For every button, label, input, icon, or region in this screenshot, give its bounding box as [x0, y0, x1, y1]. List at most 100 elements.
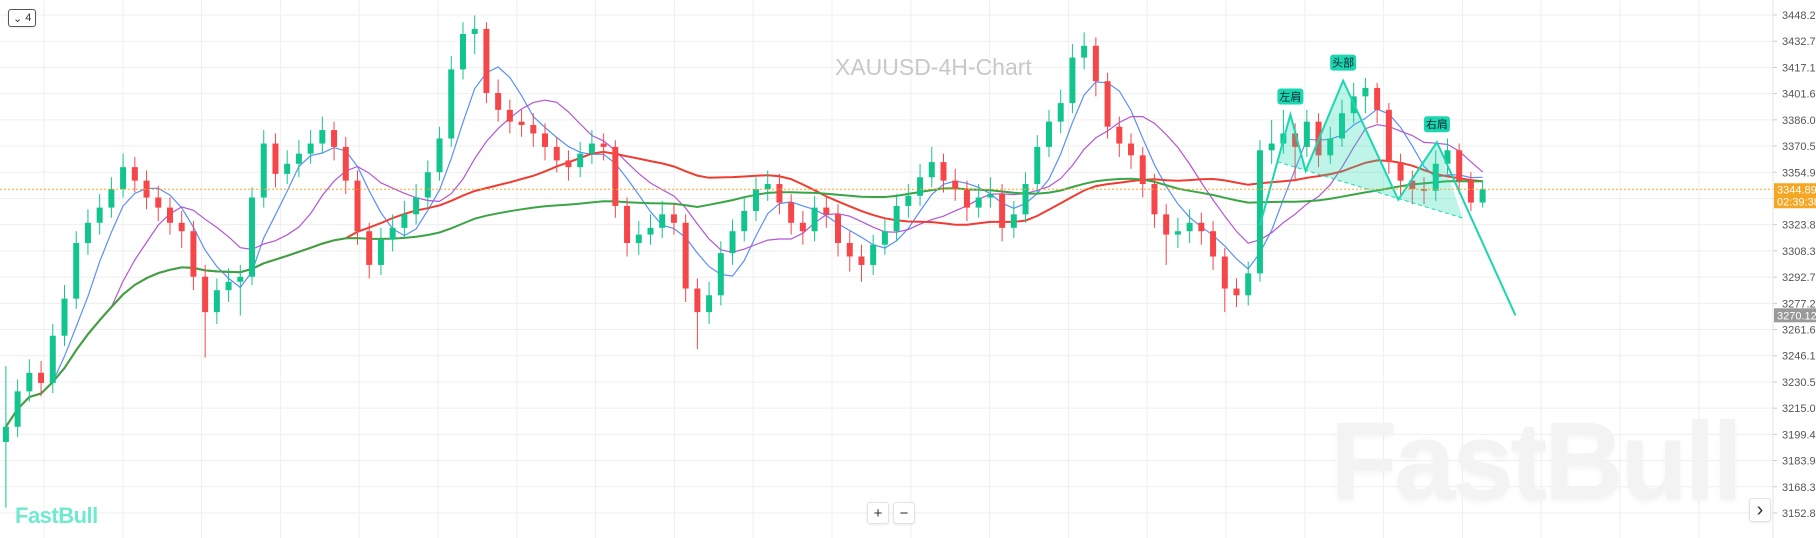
candle: [1409, 170, 1416, 205]
candle-body: [1198, 222, 1205, 232]
candle: [471, 15, 478, 55]
candle: [940, 153, 947, 193]
candle: [331, 121, 338, 161]
candle: [73, 231, 80, 309]
candle: [190, 221, 197, 291]
candle: [319, 116, 326, 154]
candle-body: [413, 197, 420, 215]
candle: [717, 241, 724, 306]
candle: [260, 130, 267, 208]
candle: [1139, 146, 1146, 198]
candle-body: [706, 295, 713, 313]
candle-body: [659, 214, 666, 228]
candle-body: [1221, 256, 1228, 289]
candle: [963, 180, 970, 222]
candle: [893, 194, 900, 242]
candle: [1456, 143, 1463, 195]
candle: [84, 209, 91, 255]
candle-body: [295, 153, 302, 164]
y-tick-label: 3386.06: [1782, 115, 1816, 127]
candle-body: [565, 160, 572, 168]
candle: [788, 194, 795, 235]
candle-body: [1010, 214, 1017, 228]
candle-body: [1069, 57, 1076, 104]
candle-body: [2, 426, 9, 442]
candle: [741, 197, 748, 242]
candle: [155, 185, 162, 222]
candle-body: [448, 69, 455, 139]
y-tick-label: 3292.78: [1782, 272, 1816, 284]
candle: [143, 170, 150, 210]
candle-body: [577, 153, 584, 168]
candle-body: [811, 207, 818, 232]
candle-body: [260, 143, 267, 198]
candle: [952, 168, 959, 201]
head-label: 头部: [1330, 54, 1357, 71]
candle-body: [635, 234, 642, 244]
zoom-out-button[interactable]: −: [893, 502, 915, 524]
candle: [846, 231, 853, 272]
pattern-fill: [1277, 80, 1463, 219]
candle: [342, 136, 349, 195]
candle-body: [1479, 189, 1486, 203]
y-tick-label: 3370.52: [1782, 141, 1816, 153]
candle-body: [1210, 231, 1217, 257]
candle: [249, 187, 256, 286]
candle-body: [588, 143, 595, 154]
candle: [1022, 172, 1029, 223]
target-price-value: 3270.12: [1777, 310, 1816, 322]
candle-body: [776, 184, 783, 203]
candle-body: [729, 231, 736, 254]
candle-body: [1444, 150, 1451, 164]
candle-body: [307, 143, 314, 154]
chart-title: XAUUSD-4H-Chart: [835, 54, 1032, 80]
candle: [553, 136, 560, 173]
candle-body: [202, 276, 209, 313]
candle: [1268, 119, 1275, 164]
candle-body: [788, 202, 795, 223]
candle: [284, 150, 291, 185]
y-tick-label: 3230.58: [1782, 377, 1816, 389]
candle: [1432, 150, 1439, 201]
candle-body: [424, 172, 431, 198]
chevron-down-icon: ⌄: [13, 12, 23, 25]
candle: [366, 222, 373, 279]
y-axis: 3448.26 3432.71 3417.16 3401.61 3386.06 3370.…: [1773, 10, 1816, 520]
candle-body: [905, 195, 912, 206]
candle: [178, 210, 185, 249]
y-tick-label: 3168.39: [1782, 482, 1816, 494]
candle-body: [1385, 109, 1392, 163]
candle: [1081, 32, 1088, 70]
candle: [2, 366, 9, 508]
candle: [202, 264, 209, 358]
candle-body: [61, 298, 68, 336]
candle: [401, 200, 408, 238]
scroll-right-button[interactable]: ›: [1749, 498, 1771, 522]
candle-body: [1338, 113, 1345, 139]
collapse-indicators-button[interactable]: ⌄ 4: [8, 9, 37, 27]
candle: [1327, 126, 1334, 164]
label-text: 右肩: [1426, 117, 1448, 131]
candle-body: [1397, 162, 1404, 181]
candle-body: [366, 231, 373, 265]
candle: [14, 379, 21, 437]
candle-body: [1057, 103, 1064, 122]
candle-body: [237, 276, 244, 282]
candle: [1256, 140, 1263, 282]
candle: [752, 177, 759, 222]
candle: [108, 177, 115, 218]
candle: [26, 359, 33, 402]
candle-body: [38, 372, 45, 383]
candle-body: [178, 222, 185, 232]
candle-body: [799, 222, 806, 232]
candle-body: [1409, 180, 1416, 190]
candle: [49, 323, 56, 394]
candle: [1092, 37, 1099, 97]
zoom-in-button[interactable]: +: [867, 502, 889, 524]
candle-body: [73, 243, 80, 299]
candle-body: [940, 162, 947, 181]
candle: [436, 126, 443, 181]
